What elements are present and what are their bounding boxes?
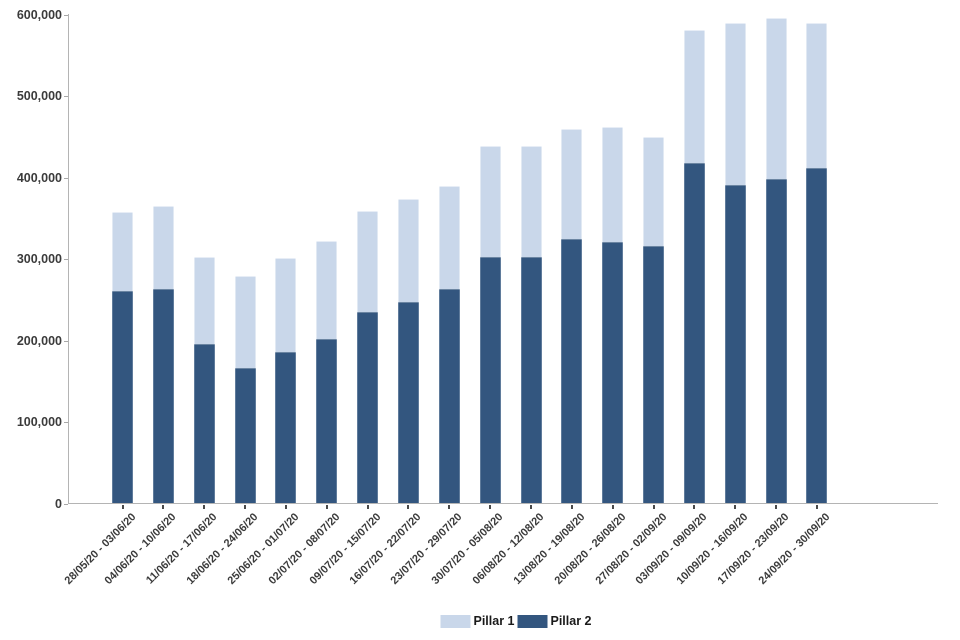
x-axis-tick-mark bbox=[448, 504, 451, 509]
x-axis-tick-mark bbox=[489, 504, 492, 509]
y-axis-line bbox=[68, 14, 69, 504]
x-axis-tick-mark bbox=[775, 504, 778, 509]
bar-segment-pillar2 bbox=[357, 312, 379, 504]
bar-segment-pillar2 bbox=[683, 163, 705, 504]
y-axis-tick-label: 500,000 bbox=[16, 89, 62, 104]
chart-legend: Pillar 1 Pillar 2 bbox=[440, 614, 592, 628]
y-axis-tick-mark bbox=[64, 96, 68, 98]
x-axis-tick-mark bbox=[530, 504, 532, 509]
x-axis-tick-mark bbox=[407, 504, 410, 509]
x-axis-tick-mark bbox=[815, 504, 818, 509]
y-axis-tick-mark bbox=[64, 503, 68, 505]
bar-segment-pillar1 bbox=[316, 240, 338, 340]
bar-segment-pillar2 bbox=[479, 256, 501, 504]
y-axis-tick-mark bbox=[64, 259, 68, 261]
x-axis-tick-mark bbox=[734, 504, 737, 509]
legend-swatch-pillar2 bbox=[517, 615, 548, 628]
legend-swatch-pillar1 bbox=[440, 615, 471, 628]
y-axis-tick-label: 100,000 bbox=[16, 415, 62, 430]
x-axis-tick-mark bbox=[652, 504, 655, 509]
bar-segment-pillar2 bbox=[234, 367, 256, 504]
bar-segment-pillar2 bbox=[520, 256, 542, 504]
bar-segment-pillar1 bbox=[520, 146, 542, 257]
bar-segment-pillar2 bbox=[643, 246, 665, 504]
x-axis-tick-mark bbox=[244, 504, 247, 509]
bar-segment-pillar2 bbox=[152, 289, 174, 504]
bar-segment-pillar1 bbox=[357, 211, 379, 313]
y-axis-tick-mark bbox=[64, 422, 68, 424]
bar-segment-pillar1 bbox=[561, 128, 583, 239]
y-axis-tick-mark bbox=[64, 340, 68, 342]
legend-label-pillar2: Pillar 2 bbox=[550, 614, 592, 628]
bar-segment-pillar1 bbox=[765, 18, 787, 179]
x-axis-tick-mark bbox=[162, 504, 165, 509]
x-axis-tick-mark bbox=[611, 504, 614, 509]
y-axis-tick-mark bbox=[64, 177, 68, 179]
bar-segment-pillar1 bbox=[193, 256, 215, 344]
x-axis-tick-mark bbox=[366, 504, 369, 509]
x-axis-tick-mark bbox=[325, 504, 328, 509]
bar-segment-pillar1 bbox=[806, 23, 828, 169]
y-axis-tick-label: 400,000 bbox=[16, 170, 62, 185]
bar-segment-pillar1 bbox=[643, 137, 665, 247]
bar-segment-pillar2 bbox=[275, 352, 297, 504]
y-axis-tick-label: 200,000 bbox=[16, 333, 62, 348]
y-axis-tick-label: 600,000 bbox=[16, 8, 62, 22]
legend-label-pillar1: Pillar 1 bbox=[473, 614, 515, 628]
bar-segment-pillar2 bbox=[112, 291, 133, 504]
bar-segment-pillar1 bbox=[479, 146, 501, 257]
bar-segment-pillar2 bbox=[602, 242, 624, 504]
bar-segment-pillar2 bbox=[438, 289, 460, 504]
x-axis-tick-mark bbox=[284, 504, 287, 509]
bar-segment-pillar2 bbox=[397, 301, 419, 504]
x-axis-tick-mark bbox=[570, 504, 573, 509]
bar-segment-pillar1 bbox=[397, 199, 419, 302]
bar-segment-pillar2 bbox=[806, 168, 828, 504]
bar-segment-pillar1 bbox=[112, 212, 133, 291]
x-axis-line bbox=[68, 503, 938, 504]
x-axis-tick-mark bbox=[121, 504, 124, 509]
x-axis-tick-mark bbox=[693, 504, 696, 509]
bar-segment-pillar1 bbox=[724, 23, 746, 186]
bar-segment-pillar2 bbox=[193, 343, 215, 504]
bar-segment-pillar1 bbox=[152, 205, 174, 290]
bar-segment-pillar1 bbox=[602, 126, 624, 243]
bar-segment-pillar1 bbox=[275, 258, 297, 353]
bar-segment-pillar2 bbox=[561, 238, 583, 504]
y-axis-tick-mark bbox=[64, 15, 68, 16]
bar-segment-pillar2 bbox=[765, 178, 787, 504]
bar-segment-pillar2 bbox=[316, 339, 338, 504]
y-axis-tick-label: 300,000 bbox=[16, 252, 62, 267]
y-axis-tick-label: 0 bbox=[55, 496, 62, 511]
bar-segment-pillar1 bbox=[683, 30, 705, 164]
bar-segment-pillar2 bbox=[724, 185, 746, 504]
x-axis-tick-mark bbox=[203, 504, 206, 509]
bar-segment-pillar1 bbox=[438, 185, 460, 290]
bar-segment-pillar1 bbox=[234, 276, 256, 368]
